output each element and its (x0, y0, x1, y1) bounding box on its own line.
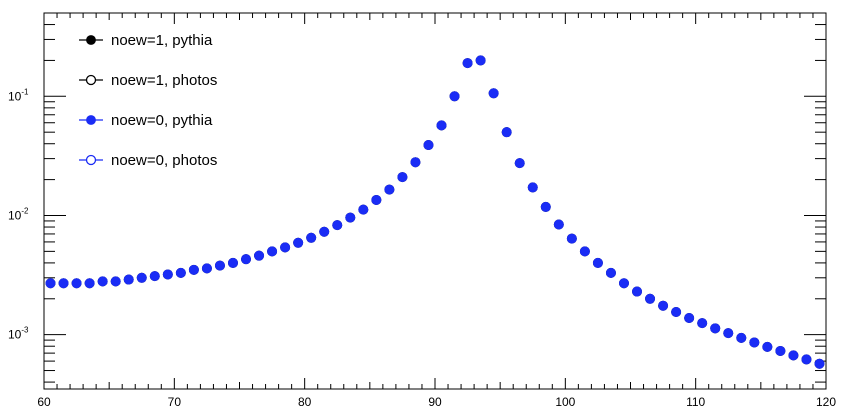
plot-frame (43, 12, 827, 390)
legend-entry: noew=1, pythia (79, 32, 213, 49)
data-point (436, 120, 447, 131)
data-point (475, 55, 486, 66)
x-tick-labels: 60 70 80 90 100 110 120 (37, 395, 836, 409)
data-point (149, 271, 160, 282)
series-0 (45, 55, 825, 369)
data-point (162, 269, 173, 280)
data-point (267, 246, 278, 257)
data-point (658, 300, 669, 311)
data-point (710, 323, 721, 334)
y-tick-labels: 10-3 10-2 10-1 (8, 87, 29, 341)
data-point (736, 332, 747, 343)
x-tick-label: 90 (428, 395, 442, 409)
data-point (214, 260, 225, 271)
data-point (397, 172, 408, 183)
data-point (514, 158, 525, 169)
data-point (293, 237, 304, 248)
data-point (280, 242, 291, 253)
legend-marker (85, 154, 97, 166)
data-point (71, 278, 82, 289)
data-point (671, 306, 682, 317)
data-point (605, 267, 616, 278)
series-3 (45, 55, 825, 369)
y-tick-label: 10-2 (8, 206, 29, 222)
data-point (723, 328, 734, 339)
data-point (188, 264, 199, 275)
data-point (319, 226, 330, 237)
data-point (775, 345, 786, 356)
series-1 (45, 55, 825, 369)
data-point (762, 341, 773, 352)
data-point (410, 157, 421, 168)
data-point (684, 312, 695, 323)
data-point (110, 276, 121, 287)
data-point (566, 233, 577, 244)
data-point (788, 350, 799, 361)
series-2 (45, 55, 825, 369)
data-point (97, 276, 108, 287)
data-markers (45, 55, 825, 369)
data-point (697, 318, 708, 329)
data-point (462, 58, 473, 69)
data-point (254, 250, 265, 261)
data-point (801, 354, 812, 365)
x-tick-label: 70 (168, 395, 182, 409)
data-point (136, 272, 147, 283)
minor-ticks (44, 12, 826, 389)
x-tick-label: 80 (298, 395, 312, 409)
legend-marker (86, 35, 96, 45)
data-point (371, 194, 382, 205)
data-point (241, 254, 252, 265)
data-point (423, 140, 434, 151)
x-tick-label: 110 (686, 395, 705, 409)
data-point (227, 257, 238, 268)
data-point (84, 278, 95, 289)
data-point (540, 201, 551, 212)
data-point (592, 257, 603, 268)
data-point (58, 278, 69, 289)
data-point (553, 219, 564, 230)
data-point (175, 267, 186, 278)
data-point (45, 278, 56, 289)
data-point (618, 278, 629, 289)
data-point (645, 293, 656, 304)
data-point (749, 337, 760, 348)
y-tick-label: 10-1 (8, 87, 29, 103)
data-point (488, 88, 499, 99)
data-point (632, 286, 643, 297)
data-point (332, 220, 343, 231)
legend: noew=1, pythia noew=1, photos noew=0, pyth… (79, 32, 217, 169)
data-point (345, 212, 356, 223)
data-point (501, 127, 512, 138)
legend-entry: noew=1, photos (79, 72, 217, 89)
legend-label: noew=0, pythia (111, 112, 213, 129)
legend-marker (85, 74, 97, 86)
data-point (527, 182, 538, 193)
data-point (384, 184, 395, 195)
major-ticks (43, 13, 827, 389)
x-tick-label: 100 (555, 395, 575, 409)
legend-marker (86, 115, 96, 125)
legend-label: noew=0, photos (111, 152, 217, 169)
legend-entry: noew=0, photos (79, 152, 217, 169)
legend-entry: noew=0, pythia (79, 112, 213, 129)
data-point (579, 246, 590, 257)
x-tick-label: 60 (37, 395, 51, 409)
data-point (814, 358, 825, 369)
x-tick-label: 120 (816, 395, 836, 409)
data-point (306, 232, 317, 243)
data-point (358, 204, 369, 215)
y-tick-label: 10-3 (8, 326, 29, 342)
legend-label: noew=1, pythia (111, 32, 213, 49)
data-point (449, 91, 460, 102)
data-point (201, 263, 212, 274)
data-point (123, 274, 134, 285)
legend-label: noew=1, photos (111, 72, 217, 89)
